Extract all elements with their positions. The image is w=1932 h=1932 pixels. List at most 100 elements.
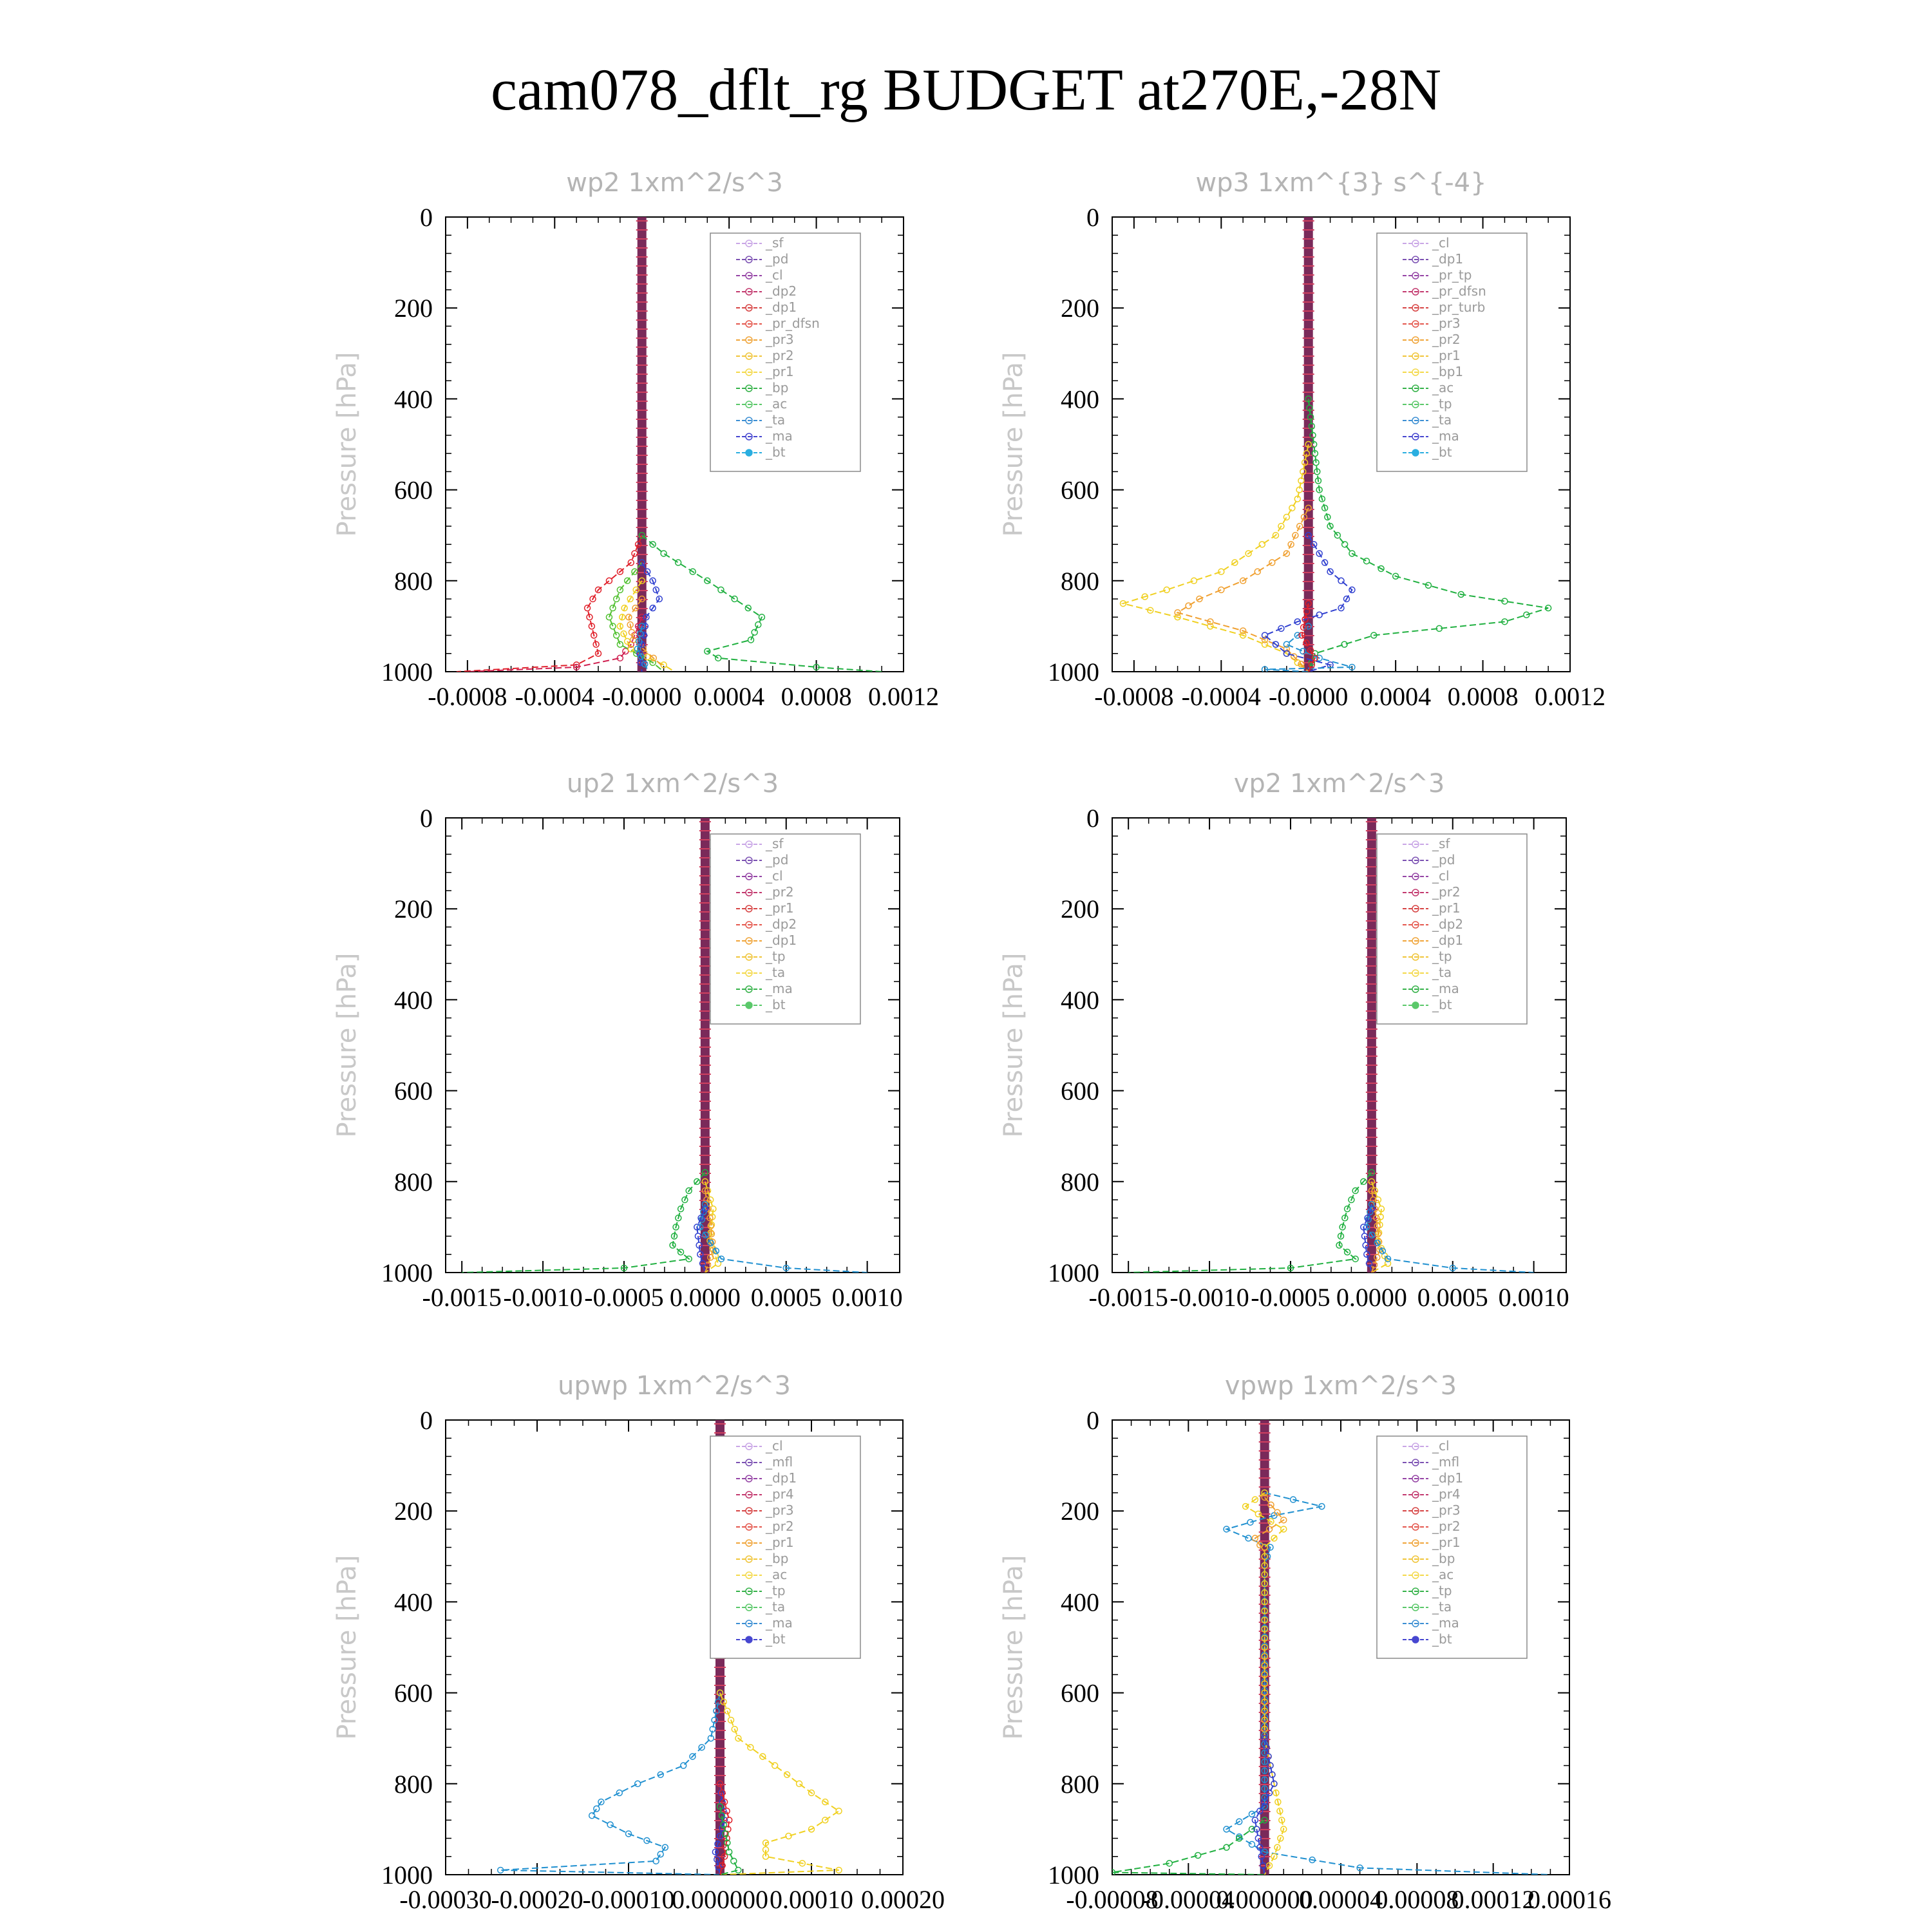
series-point	[1264, 1553, 1271, 1560]
series-point	[1305, 440, 1312, 448]
series-point	[1261, 1625, 1268, 1633]
series-point	[1316, 550, 1323, 557]
legend-label: _pr4	[1432, 1486, 1461, 1502]
series-point	[1307, 647, 1314, 654]
series-point	[1271, 1853, 1278, 1861]
series-point	[1341, 1215, 1349, 1222]
series-point	[1261, 1489, 1268, 1497]
series-point	[1305, 623, 1312, 630]
legend-entry: _dp2	[1403, 916, 1463, 932]
legend-label: _pr3	[765, 1502, 794, 1518]
legend-entry: _dp2	[736, 916, 797, 932]
series-point	[1305, 600, 1312, 607]
x-tick-label: 0.0005	[1417, 1283, 1488, 1312]
y-tick-label: 600	[394, 1077, 433, 1106]
legend-label: _ta	[765, 1599, 785, 1615]
legend-label: _cl	[765, 267, 783, 283]
x-tick-label: -0.0005	[1251, 1283, 1330, 1312]
series-point	[1267, 1762, 1274, 1769]
legend-entry: _pr2	[736, 884, 794, 900]
series-point	[716, 1780, 724, 1788]
legend-marker	[745, 937, 753, 945]
y-tick-label: 800	[1061, 1168, 1099, 1197]
legend-label: _dp1	[765, 933, 797, 948]
series-point	[1248, 1841, 1256, 1848]
series-point	[1374, 1222, 1381, 1229]
series-line	[1264, 535, 1353, 672]
series-point	[1261, 632, 1269, 639]
series-point	[1280, 1526, 1287, 1533]
legend-marker	[745, 288, 753, 296]
series-point	[694, 1233, 702, 1240]
zero-column	[1367, 818, 1376, 1273]
legend-marker	[1412, 272, 1419, 279]
legend-marker	[745, 1620, 753, 1627]
series-point	[1261, 1607, 1268, 1615]
legend-entry: _ta	[1403, 965, 1452, 980]
series-point	[612, 632, 620, 639]
legend-entry: _bt	[1403, 1631, 1452, 1647]
series-point	[1261, 636, 1269, 643]
legend-label: _cl	[1432, 868, 1450, 884]
legend-label: _pd	[765, 251, 788, 267]
series-line	[719, 1692, 840, 1875]
series-point	[706, 1215, 714, 1222]
series-point	[628, 629, 636, 636]
series-point	[1318, 495, 1326, 502]
y-tick-label: 600	[1061, 1679, 1099, 1708]
plot-area	[1119, 217, 1552, 672]
series-point	[1371, 1205, 1379, 1213]
series-point	[735, 1866, 742, 1874]
series-point	[1324, 513, 1331, 521]
legend-marker	[1412, 1475, 1419, 1482]
legend-label: _ma	[765, 981, 793, 996]
x-tick-label: 0.0000	[1336, 1283, 1407, 1312]
series-point	[616, 1789, 623, 1797]
series-point	[1258, 541, 1266, 548]
y-tick-label: 200	[1061, 1497, 1099, 1526]
legend-label: _cl	[1432, 1438, 1450, 1454]
legend-entry: _pr1	[1403, 900, 1461, 916]
series-point	[1261, 1562, 1268, 1569]
series-point	[1303, 608, 1311, 615]
legend-label: _pr2	[1432, 332, 1461, 347]
series-point	[1261, 1616, 1268, 1624]
series-point	[1231, 559, 1238, 566]
series-point	[1298, 660, 1305, 668]
series-point	[1349, 550, 1356, 557]
series-point	[1261, 1817, 1268, 1824]
y-tick-label: 400	[394, 985, 433, 1014]
legend-entry: _bp1	[1403, 364, 1463, 379]
y-tick-label: 800	[1061, 567, 1099, 596]
series-point	[822, 1817, 829, 1824]
series-point	[730, 1857, 737, 1865]
legend-marker	[745, 1443, 753, 1450]
series-point	[712, 1247, 720, 1255]
series-line	[1370, 1181, 1389, 1273]
series-point	[643, 614, 650, 621]
y-tick-label: 1000	[381, 1258, 433, 1287]
series-point	[616, 641, 624, 648]
x-tick-label: -0.0004	[1182, 682, 1261, 711]
y-tick-label: 400	[1061, 1587, 1099, 1616]
legend-label: _bt	[765, 444, 786, 460]
x-tick-label: 0.0010	[1499, 1283, 1569, 1312]
series-point	[1368, 1187, 1376, 1195]
y-tick-label: 200	[1061, 895, 1099, 923]
series-point	[1457, 591, 1464, 598]
legend-entry: _pr2	[1403, 884, 1461, 900]
legend-label: _ma	[1432, 1615, 1459, 1631]
series-point	[616, 586, 624, 594]
series-point	[1363, 557, 1370, 565]
series-point	[1263, 1744, 1270, 1751]
series-point	[609, 623, 616, 630]
series-point	[719, 1789, 726, 1797]
series-point	[1280, 1826, 1287, 1833]
series-line	[1366, 1204, 1534, 1273]
series-point	[1283, 645, 1291, 652]
x-tick-label: -0.0015	[422, 1283, 502, 1312]
series-point	[1253, 1826, 1260, 1833]
legend-marker	[1412, 1587, 1419, 1595]
series-point	[712, 1252, 719, 1260]
series-point	[1283, 641, 1291, 648]
